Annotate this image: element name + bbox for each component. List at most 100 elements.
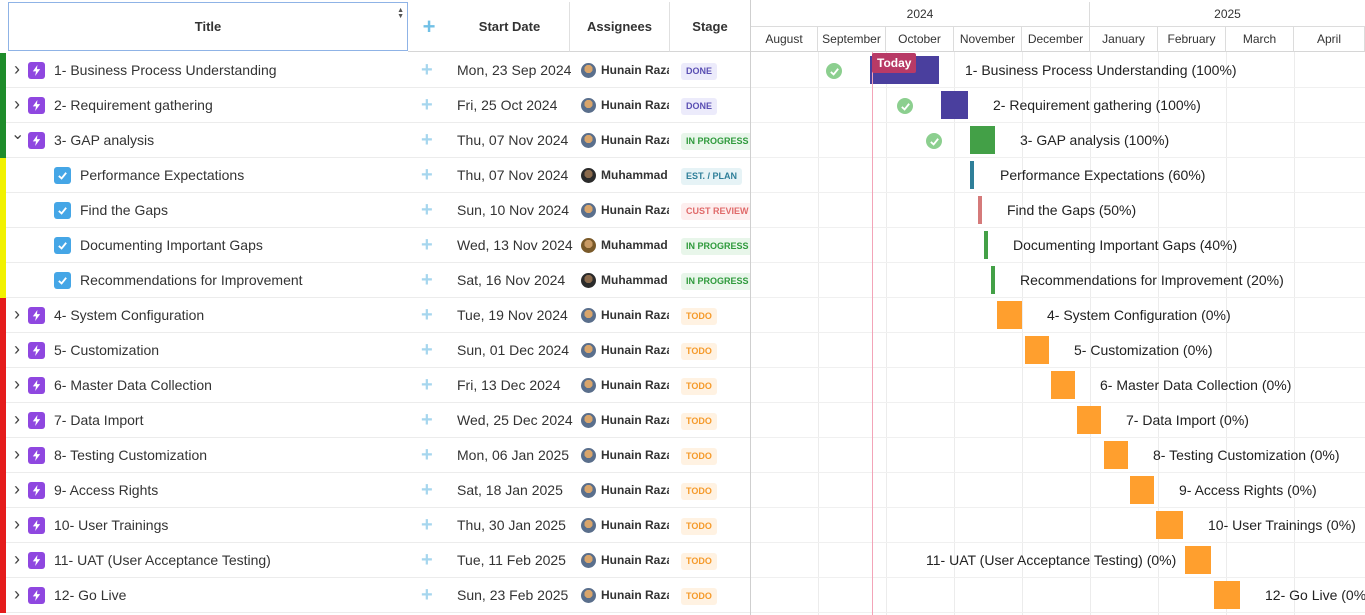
stage-badge[interactable]: DONE: [681, 63, 718, 80]
start-date-cell[interactable]: Thu, 30 Jan 2025: [457, 517, 566, 533]
add-subtask-button[interactable]: +: [421, 339, 433, 361]
add-subtask-button[interactable]: +: [421, 479, 433, 501]
table-row[interactable]: › 1- Business Process Understanding + Mon, …: [0, 53, 750, 88]
table-row[interactable]: Performance Expectations + Thu, 07 Nov 202…: [0, 158, 750, 193]
assignee-name[interactable]: Hunain Raza: [601, 343, 669, 357]
assignee-name[interactable]: Hunain Raza: [601, 98, 669, 112]
add-subtask-button[interactable]: +: [421, 549, 433, 571]
table-row[interactable]: › 5- Customization + Sun, 01 Dec 2024 Hunain…: [0, 333, 750, 368]
stage-badge[interactable]: DONE: [681, 98, 718, 115]
gantt-bar[interactable]: [970, 126, 995, 154]
stage-badge[interactable]: CUST REVIEW: [681, 203, 750, 220]
add-subtask-button[interactable]: +: [421, 584, 433, 606]
assignee-name[interactable]: Hunain Raza: [601, 308, 669, 322]
table-row[interactable]: › 11- UAT (User Acceptance Testing) + Tue, …: [0, 543, 750, 578]
chevron-right-icon[interactable]: ›: [14, 409, 20, 429]
checkbox-icon[interactable]: [54, 167, 71, 184]
assignee-name[interactable]: Hunain Raza: [601, 588, 669, 602]
column-header-title[interactable]: Title ▲ ▼: [8, 2, 408, 51]
add-subtask-button[interactable]: +: [421, 304, 433, 326]
stage-badge[interactable]: TODO: [681, 308, 717, 325]
assignee-name[interactable]: Muhammad A: [601, 238, 669, 252]
add-subtask-button[interactable]: +: [421, 269, 433, 291]
start-date-cell[interactable]: Sun, 10 Nov 2024: [457, 202, 570, 218]
add-subtask-button[interactable]: +: [421, 234, 433, 256]
chevron-right-icon[interactable]: ›: [14, 514, 20, 534]
start-date-cell[interactable]: Sat, 18 Jan 2025: [457, 482, 563, 498]
chevron-right-icon[interactable]: ›: [14, 304, 20, 324]
stage-badge[interactable]: EST. / PLAN: [681, 168, 743, 185]
gantt-bar[interactable]: [1051, 371, 1075, 399]
chevron-down-icon[interactable]: ⌄: [11, 126, 25, 143]
gantt-bar[interactable]: [1077, 406, 1101, 434]
assignee-name[interactable]: Hunain Raza: [601, 203, 669, 217]
task-title[interactable]: 12- Go Live: [54, 587, 127, 603]
column-header-assignees[interactable]: Assignees: [570, 2, 670, 52]
gantt-bar[interactable]: [970, 161, 974, 189]
add-subtask-button[interactable]: +: [421, 444, 433, 466]
start-date-cell[interactable]: Fri, 25 Oct 2024: [457, 97, 558, 113]
stage-badge[interactable]: TODO: [681, 518, 717, 535]
start-date-cell[interactable]: Thu, 07 Nov 2024: [457, 167, 569, 183]
assignee-name[interactable]: Hunain Raza: [601, 378, 669, 392]
sort-icon[interactable]: ▲ ▼: [397, 7, 404, 20]
start-date-cell[interactable]: Thu, 07 Nov 2024: [457, 132, 569, 148]
table-row[interactable]: › 8- Testing Customization + Mon, 06 Jan 20…: [0, 438, 750, 473]
gantt-bar[interactable]: [984, 231, 988, 259]
task-title[interactable]: 9- Access Rights: [54, 482, 159, 498]
stage-badge[interactable]: TODO: [681, 413, 717, 430]
gantt-bar[interactable]: [997, 301, 1022, 329]
task-title[interactable]: 11- UAT (User Acceptance Testing): [54, 552, 271, 568]
table-row[interactable]: ⌄ 3- GAP analysis + Thu, 07 Nov 2024 Hunain …: [0, 123, 750, 158]
checkbox-icon[interactable]: [54, 202, 71, 219]
add-subtask-button[interactable]: +: [421, 199, 433, 221]
task-title[interactable]: Performance Expectations: [80, 167, 245, 183]
task-title[interactable]: Find the Gaps: [80, 202, 168, 218]
table-row[interactable]: › 6- Master Data Collection + Fri, 13 Dec 2…: [0, 368, 750, 403]
add-subtask-button[interactable]: +: [421, 409, 433, 431]
stage-badge[interactable]: TODO: [681, 378, 717, 395]
task-title[interactable]: 8- Testing Customization: [54, 447, 208, 463]
table-row[interactable]: Recommendations for Improvement + Sat, 16 …: [0, 263, 750, 298]
add-subtask-button[interactable]: +: [421, 94, 433, 116]
task-title[interactable]: 3- GAP analysis: [54, 132, 155, 148]
start-date-cell[interactable]: Tue, 19 Nov 2024: [457, 307, 568, 323]
assignee-name[interactable]: Muhammad Sh: [601, 273, 669, 287]
chevron-right-icon[interactable]: ›: [14, 59, 20, 79]
task-title[interactable]: 6- Master Data Collection: [54, 377, 212, 393]
start-date-cell[interactable]: Sun, 23 Feb 2025: [457, 587, 569, 603]
assignee-name[interactable]: Hunain Raza: [601, 448, 669, 462]
gantt-bar[interactable]: [1025, 336, 1049, 364]
stage-badge[interactable]: IN PROGRESS: [681, 238, 750, 255]
chevron-right-icon[interactable]: ›: [14, 374, 20, 394]
task-title[interactable]: 7- Data Import: [54, 412, 144, 428]
add-column-button[interactable]: +: [408, 2, 450, 52]
gantt-bar[interactable]: [1214, 581, 1240, 609]
chevron-right-icon[interactable]: ›: [14, 339, 20, 359]
table-row[interactable]: › 10- User Trainings + Thu, 30 Jan 2025 Huna…: [0, 508, 750, 543]
chevron-right-icon[interactable]: ›: [14, 479, 20, 499]
gantt-bar[interactable]: [941, 91, 968, 119]
column-header-start-date[interactable]: Start Date: [450, 2, 570, 52]
task-title[interactable]: 5- Customization: [54, 342, 160, 358]
assignee-name[interactable]: Hunain Raza: [601, 413, 669, 427]
table-row[interactable]: Documenting Important Gaps + Wed, 13 Nov 2…: [0, 228, 750, 263]
add-subtask-button[interactable]: +: [421, 59, 433, 81]
start-date-cell[interactable]: Sat, 16 Nov 2024: [457, 272, 566, 288]
table-row[interactable]: › 4- System Configuration + Tue, 19 Nov 202…: [0, 298, 750, 333]
checkbox-icon[interactable]: [54, 237, 71, 254]
add-subtask-button[interactable]: +: [421, 129, 433, 151]
stage-badge[interactable]: TODO: [681, 588, 717, 605]
assignee-name[interactable]: Hunain Raza: [601, 483, 669, 497]
stage-badge[interactable]: IN PROGRESS: [681, 133, 750, 150]
assignee-name[interactable]: Muhammad Sh: [601, 168, 669, 182]
add-subtask-button[interactable]: +: [421, 374, 433, 396]
task-title[interactable]: 1- Business Process Understanding: [54, 62, 277, 78]
chevron-right-icon[interactable]: ›: [14, 94, 20, 114]
assignee-name[interactable]: Hunain Raza: [601, 553, 669, 567]
assignee-name[interactable]: Hunain Raza: [601, 518, 669, 532]
task-title[interactable]: Recommendations for Improvement: [80, 272, 303, 288]
stage-badge[interactable]: TODO: [681, 448, 717, 465]
assignee-name[interactable]: Hunain Raza: [601, 63, 669, 77]
gantt-bar[interactable]: [1130, 476, 1154, 504]
